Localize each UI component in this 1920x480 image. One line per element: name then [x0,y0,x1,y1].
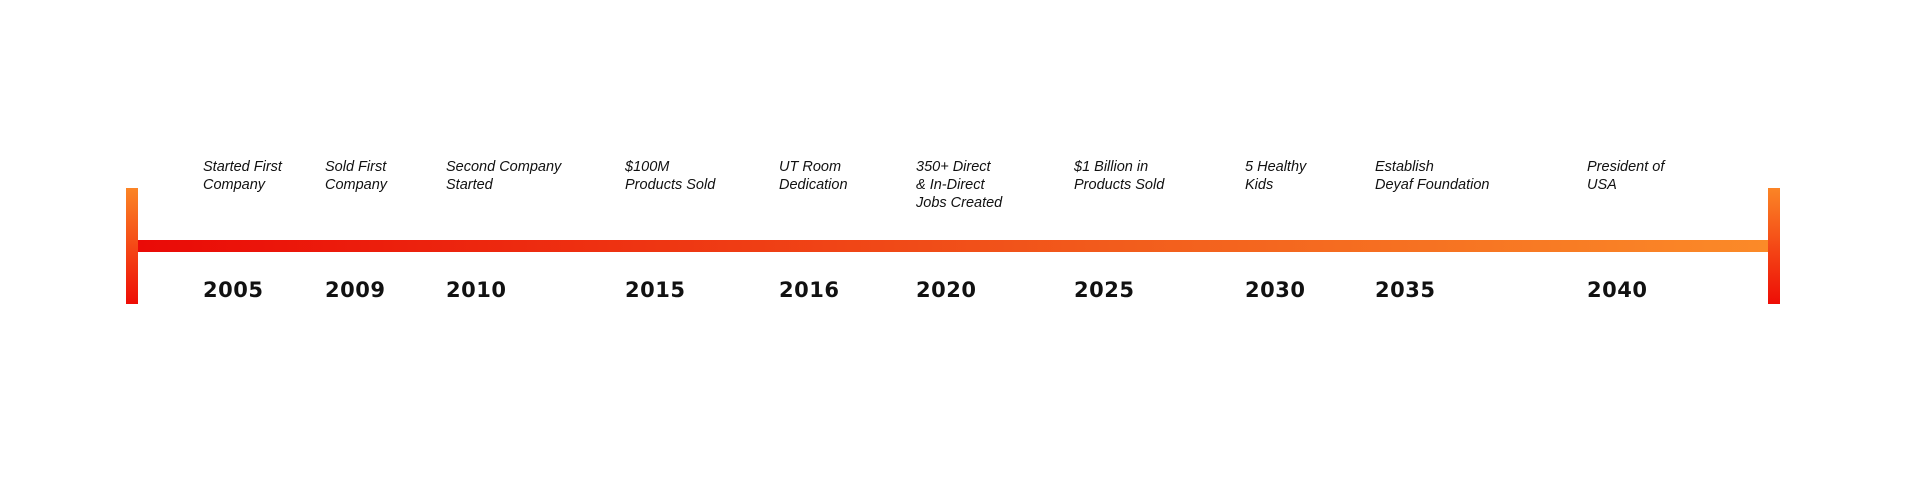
timeline-event: Sold First Company 2009 [325,158,388,302]
event-year: 2016 [779,278,840,302]
timeline-event: 350+ Direct & In-Direct Jobs Created 202… [916,158,1003,302]
event-description: 350+ Direct & In-Direct Jobs Created [916,159,1003,211]
timeline-axis-line [138,240,1768,252]
event-year: 2035 [1375,278,1436,302]
timeline-event: UT Room Dedication 2016 [779,158,848,302]
event-description: Sold First Company [325,159,388,193]
event-description: UT Room Dedication [779,159,848,193]
event-year: 2030 [1245,278,1306,302]
timeline-start-cap [119,188,145,304]
event-description: President of USA [1587,159,1665,193]
timeline-event: $1 Billion in Products Sold 2025 [1074,158,1165,302]
event-year: 2025 [1074,278,1135,302]
event-year: 2005 [203,278,264,302]
timeline-event: 5 Healthy Kids 2030 [1245,158,1307,302]
timeline-event: Started First Company 2005 [203,158,282,302]
event-description: $1 Billion in Products Sold [1074,159,1165,193]
timeline-end-cap [1761,188,1787,304]
timeline-event: President of USA 2040 [1587,158,1665,302]
timeline-event: $100M Products Sold 2015 [625,158,716,302]
event-year: 2015 [625,278,686,302]
event-description: Second Company Started [446,159,562,193]
event-description: Started First Company [203,159,282,193]
event-description: Establish Deyaf Foundation [1375,159,1490,193]
event-description: 5 Healthy Kids [1245,159,1307,193]
event-year: 2009 [325,278,386,302]
event-description: $100M Products Sold [625,159,716,193]
event-year: 2040 [1587,278,1648,302]
timeline-event: Second Company Started 2010 [446,158,562,302]
timeline-event: Establish Deyaf Foundation 2035 [1375,158,1490,302]
event-year: 2010 [446,278,507,302]
event-year: 2020 [916,278,977,302]
